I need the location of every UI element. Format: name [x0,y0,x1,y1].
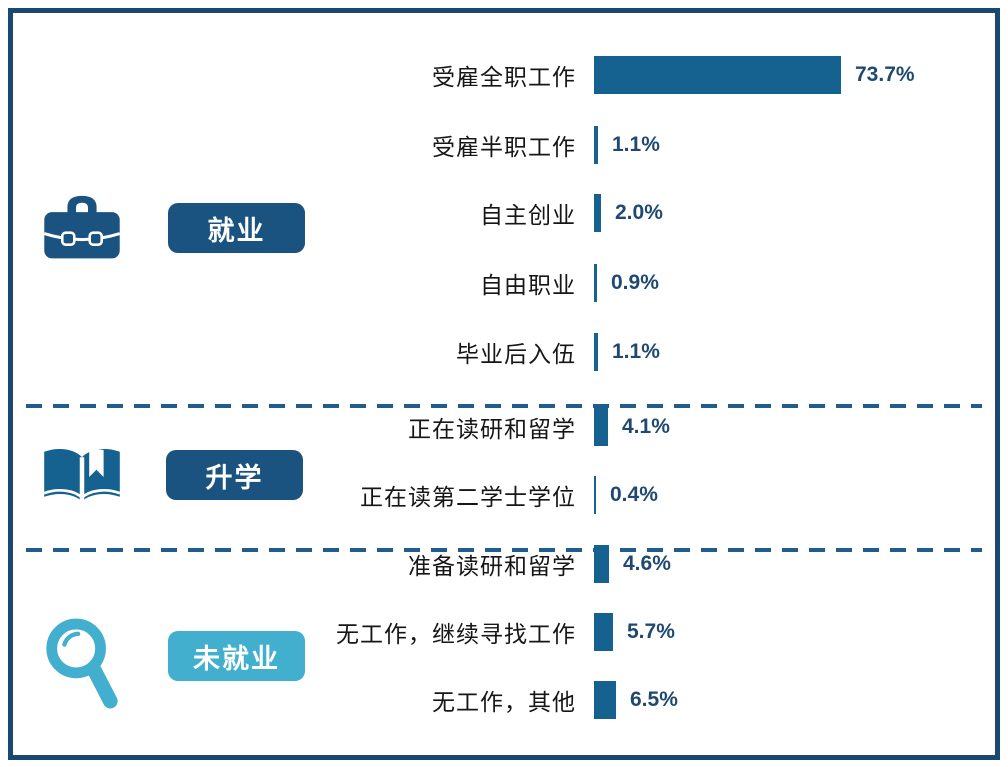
chart-row: 受雇半职工作 1.1% [33,125,1001,165]
value-label: 2.0% [615,201,663,224]
bar [594,333,598,371]
chart-frame: 就业 升学 未就业 受雇全职工作 73.7% 受雇半职工作 1.1% 自主创业 2.0% 自… [8,8,1000,760]
dashed-divider-2 [26,548,982,552]
chart-row: 毕业后入伍 1.1% [33,332,1001,372]
bar [594,126,598,164]
chart-row: 无工作，其他 6.5% [33,680,1001,720]
value-label: 0.9% [611,271,659,294]
bar [594,613,613,651]
bar [594,681,616,719]
value-label: 1.1% [612,133,660,156]
chart-row: 正在读第二学士学位 0.4% [33,475,1001,515]
value-label: 73.7% [855,63,915,86]
category-label: 无工作，继续寻找工作 [336,622,576,648]
bar [594,476,596,514]
bar [594,194,601,232]
chart-row: 受雇全职工作 73.7% [33,55,1001,95]
chart-row: 无工作，继续寻找工作 5.7% [33,612,1001,652]
value-label: 4.6% [623,552,671,575]
dashed-divider-1 [26,404,982,408]
section-badge-employment: 就业 [168,203,305,253]
value-label: 5.7% [627,620,675,643]
bar [594,56,841,94]
magnifier-icon [41,615,123,719]
bar [594,545,609,583]
category-label: 自由职业 [480,273,576,299]
chart-row: 准备读研和留学 4.6% [33,544,1001,584]
value-label: 0.4% [610,483,658,506]
bar [594,408,608,446]
section-badge-further-study: 升学 [166,450,303,500]
category-label: 无工作，其他 [432,690,576,716]
category-label: 毕业后入伍 [456,342,576,368]
category-label: 正在读研和留学 [408,417,576,443]
category-label: 准备读研和留学 [408,554,576,580]
value-label: 6.5% [630,688,678,711]
category-label: 自主创业 [480,203,576,229]
briefcase-icon [39,189,125,261]
section-badge-unemployed: 未就业 [168,631,305,681]
category-label: 受雇全职工作 [432,65,576,91]
category-label: 正在读第二学士学位 [360,485,576,511]
book-icon [33,441,131,513]
value-label: 1.1% [612,340,660,363]
category-label: 受雇半职工作 [432,135,576,161]
chart-row: 自主创业 2.0% [33,193,1001,233]
chart-row: 自由职业 0.9% [33,263,1001,303]
bar [594,264,597,302]
value-label: 4.1% [622,415,670,438]
chart-row: 正在读研和留学 4.1% [33,407,1001,447]
